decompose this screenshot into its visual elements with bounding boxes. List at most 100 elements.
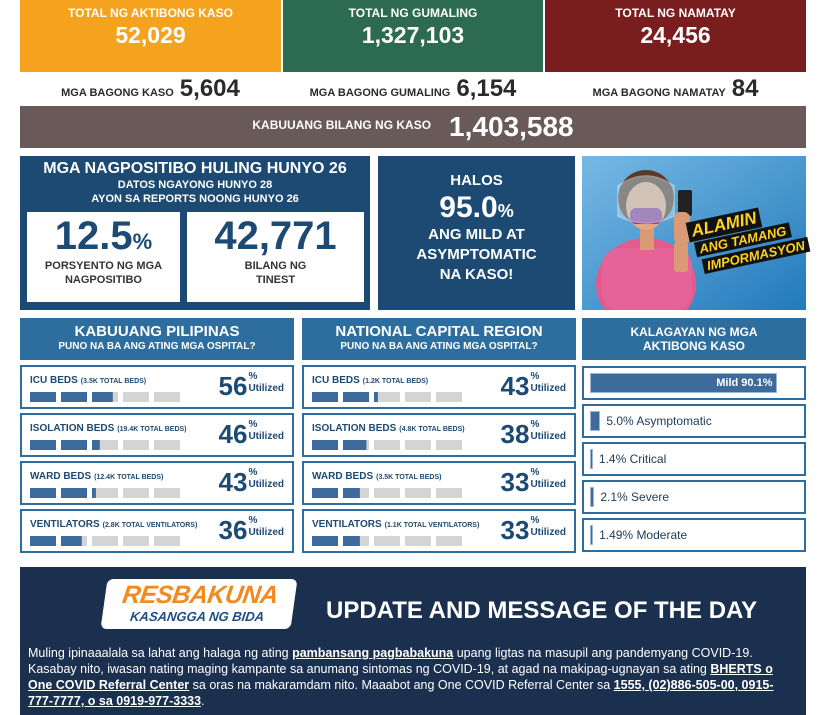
- utilization-side: % Utilized: [530, 371, 566, 395]
- total-value: 1,403,588: [449, 111, 574, 142]
- row-name: WARD BEDS: [30, 471, 92, 482]
- utilization-suffix: Utilized: [530, 479, 566, 490]
- rate-unit: %: [132, 229, 153, 254]
- card-label: TOTAL NG AKTIBONG KASO: [68, 6, 233, 20]
- new-value: 84: [731, 75, 759, 102]
- utilization-side: % Utilized: [530, 515, 566, 539]
- message-segment: Muling ipinaaalala sa lahat ang halaga n…: [28, 646, 293, 660]
- utilization-value: 33: [500, 467, 530, 497]
- utilization-suffix: Utilized: [530, 431, 566, 442]
- status-label: 5.0% Asymptomatic: [606, 414, 712, 428]
- tests-box: 42,771 BILANG NG TINEST: [187, 212, 364, 302]
- utilization: 56% Utilized: [219, 371, 284, 401]
- utilization: 43% Utilized: [501, 371, 566, 401]
- total-cases: KABUUANG BILANG NG KASO 1,403,588: [20, 106, 806, 148]
- mild-line: ANG MILD AT: [428, 226, 525, 243]
- capacity-row: ICU BEDS (1.2K TOTAL BEDS) 43% Utilized: [302, 365, 576, 409]
- banner-message: Muling ipinaaalala sa lahat ang halaga n…: [28, 645, 798, 709]
- row-capacity: (3.5K TOTAL BEDS): [376, 474, 442, 481]
- utilization-suffix: Utilized: [248, 383, 284, 394]
- update-banner: RESBAKUNA KASANGGA NG BIDA UPDATE AND MESS…: [20, 567, 806, 715]
- utilization-side: % Utilized: [248, 371, 284, 395]
- utilization-side: % Utilized: [248, 419, 284, 443]
- status-bar: [590, 487, 595, 507]
- row-label: ISOLATION BEDS (4.8K TOTAL BEDS): [312, 418, 465, 436]
- column-title: KABUUANG PILIPINAS: [74, 323, 240, 340]
- utilization-suffix: Utilized: [530, 383, 566, 394]
- card-value: 52,029: [115, 22, 186, 48]
- rate-box: 12.5% PORSYENTO NG MGA NAGPOSITIBO: [27, 212, 180, 302]
- new-label: MGA BAGONG NAMATAY: [592, 87, 726, 99]
- utilization-icons: [30, 536, 180, 546]
- utilization-unit: %: [530, 371, 540, 382]
- utilization-unit: %: [248, 515, 258, 526]
- mild-line: NA KASO!: [439, 266, 514, 283]
- row-label: ICU BEDS (3.5K TOTAL BEDS): [30, 370, 146, 388]
- banner-title: UPDATE AND MESSAGE OF THE DAY: [326, 597, 758, 624]
- utilization-value: 36: [218, 515, 248, 545]
- row-capacity: (4.8K TOTAL BEDS): [399, 426, 465, 433]
- utilization-value: 38: [500, 419, 530, 449]
- row-label: ICU BEDS (1.2K TOTAL BEDS): [312, 370, 428, 388]
- status-row: 5.0% Asymptomatic: [582, 404, 806, 438]
- column-header: NATIONAL CAPITAL REGION PUNO NA BA ANG AT…: [302, 318, 576, 360]
- row-name: WARD BEDS: [312, 471, 374, 482]
- utilization-unit: %: [248, 371, 258, 382]
- card-value: 24,456: [640, 22, 711, 48]
- status-bar: [590, 411, 601, 431]
- utilization-unit: %: [248, 467, 258, 478]
- column-title: NATIONAL CAPITAL REGION: [335, 323, 543, 340]
- rate-label: PORSYENTO NG MGA: [44, 260, 163, 272]
- capacity-row: WARD BEDS (12.4K TOTAL BEDS) 43% Utilized: [20, 461, 294, 505]
- capacity-row: VENTILATORS (2.8K TOTAL VENTILATORS) 36% Ut…: [20, 509, 294, 553]
- card-label: TOTAL NG GUMALING: [348, 6, 478, 20]
- mild-line: ASYMPTOMATIC: [416, 246, 537, 263]
- status-label: 2.1% Severe: [600, 490, 670, 504]
- row-name: ICU BEDS: [30, 375, 78, 386]
- card-value: 1,327,103: [361, 22, 465, 48]
- utilization: 38% Utilized: [501, 419, 566, 449]
- total-label: KABUUANG BILANG NG KASO: [252, 118, 432, 132]
- row-name: VENTILATORS: [30, 519, 100, 530]
- panel-title: MGA NAGPOSITIBO HULING HUNYO 26: [43, 160, 347, 177]
- row-label: WARD BEDS (12.4K TOTAL BEDS): [30, 466, 163, 484]
- utilization-suffix: Utilized: [248, 479, 284, 490]
- row-label: VENTILATORS (1.1K TOTAL VENTILATORS): [312, 514, 479, 532]
- panel-subtitle: DATOS NGAYONG HUNYO 28: [117, 179, 273, 191]
- new-count: MGA BAGONG GUMALING 6,154: [283, 72, 543, 106]
- utilization-side: % Utilized: [530, 419, 566, 443]
- utilization-icons: [312, 536, 462, 546]
- message-segment: upang ligtas na masupil ang pandemyang C…: [28, 646, 753, 676]
- row-capacity: (19.4K TOTAL BEDS): [117, 426, 187, 433]
- utilization-icons: [312, 488, 462, 498]
- card-label: TOTAL NG NAMATAY: [615, 6, 736, 20]
- rate-number: 12.5%: [27, 214, 180, 259]
- utilization-side: % Utilized: [530, 467, 566, 491]
- capacity-row: WARD BEDS (3.5K TOTAL BEDS) 33% Utilized: [302, 461, 576, 505]
- utilization-value: 56: [218, 371, 248, 401]
- row-name: ICU BEDS: [312, 375, 360, 386]
- column-header: KABUUANG PILIPINAS PUNO NA BA ANG ATING M…: [20, 318, 294, 360]
- logo-main: RESBAKUNA: [120, 581, 280, 609]
- mild-number: 95.0%: [378, 191, 575, 225]
- row-name: VENTILATORS: [312, 519, 382, 530]
- status-row: Mild 90.1%: [582, 366, 806, 400]
- utilization-side: % Utilized: [248, 467, 284, 491]
- utilization-value: 43: [218, 467, 248, 497]
- status-bar: [590, 449, 593, 469]
- status-label: 1.49% Moderate: [599, 528, 688, 542]
- row-label: WARD BEDS (3.5K TOTAL BEDS): [312, 466, 441, 484]
- utilization-icons: [30, 392, 180, 402]
- status-row: 1.49% Moderate: [582, 518, 806, 552]
- capacity-row: ICU BEDS (3.5K TOTAL BEDS) 56% Utilized: [20, 365, 294, 409]
- capacity-row: VENTILATORS (1.1K TOTAL VENTILATORS) 33% Ut…: [302, 509, 576, 553]
- new-value: 6,154: [456, 75, 517, 102]
- utilization-unit: %: [530, 467, 540, 478]
- mild-panel: HALOS 95.0% ANG MILD AT ASYMPTOMATIC NA KASO…: [378, 156, 575, 310]
- row-label: ISOLATION BEDS (19.4K TOTAL BEDS): [30, 418, 187, 436]
- mild-unit: %: [497, 201, 514, 221]
- status-label: Mild 90.1%: [716, 377, 773, 389]
- logo-tagline: KASANGGA NG BIDA: [129, 609, 266, 624]
- status-title: KALAGAYAN NG MGA: [630, 325, 758, 339]
